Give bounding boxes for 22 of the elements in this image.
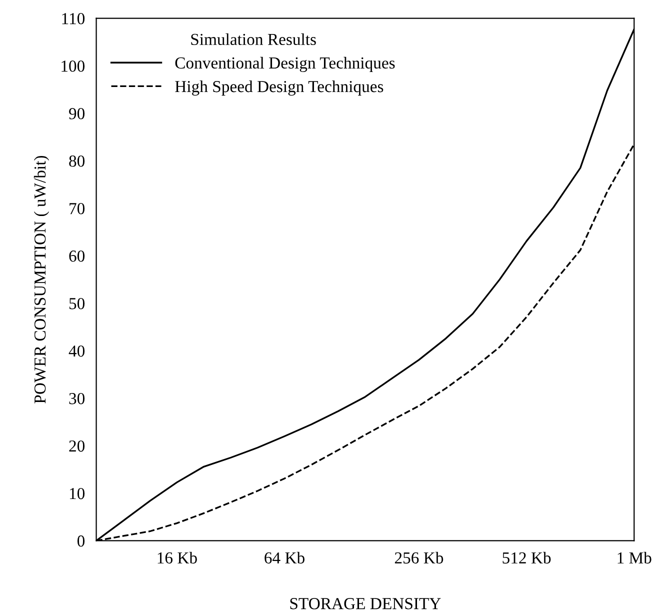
y-tick-label: 50 [69, 298, 85, 310]
y-tick-label: 40 [68, 345, 85, 357]
x-tick-label: 64 Kb [264, 552, 304, 564]
legend-title: Simulation Results [191, 33, 316, 46]
x-axis-title: STORAGE DENSITY [290, 598, 441, 610]
y-tick-label: 10 [70, 488, 85, 500]
y-tick-label: 90 [69, 108, 85, 120]
y-tick-label: 110 [62, 13, 85, 24]
y-tick-label: 30 [69, 392, 85, 404]
legend-label: Conventional Design Techniques [175, 56, 395, 72]
y-tick-label: 70 [70, 202, 85, 214]
x-tick-label: 256 Kb [394, 552, 444, 564]
y-tick-label: 100 [62, 60, 85, 72]
y-tick-label: 20 [69, 440, 85, 452]
y-tick-label: 80 [69, 156, 85, 167]
x-tick-label: 16 Kb [158, 552, 197, 564]
x-tick-label: 512 Kb [502, 552, 551, 564]
legend-label: High Speed Design Techniques [175, 80, 384, 96]
x-tick-label: 1 Mb [618, 552, 652, 564]
y-tick-label: 60 [69, 250, 85, 262]
y-tick-label: 0 [77, 535, 85, 547]
y-axis-title: POWER CONSUMPTION ( uW/bit) [34, 156, 50, 404]
